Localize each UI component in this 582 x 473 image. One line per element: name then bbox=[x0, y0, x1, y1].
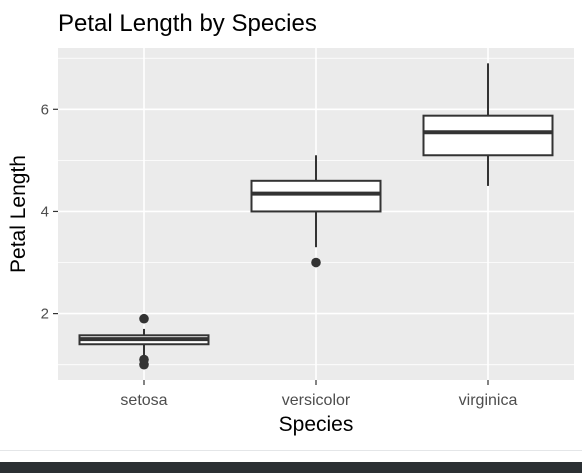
outlier-point bbox=[139, 313, 149, 324]
box-versicolor bbox=[250, 155, 382, 268]
y-tick-label: 2 bbox=[41, 306, 49, 323]
taskbar-strip bbox=[0, 462, 582, 473]
box-setosa bbox=[78, 313, 210, 370]
x-tick-label: virginica bbox=[459, 392, 518, 409]
x-tick-label: versicolor bbox=[282, 392, 351, 409]
x-tick-label: setosa bbox=[120, 392, 167, 409]
y-axis: 2 4 6 bbox=[41, 101, 58, 323]
chart-title: Petal Length by Species bbox=[58, 10, 317, 37]
outlier-point bbox=[311, 257, 321, 268]
window-divider bbox=[0, 450, 582, 451]
plot-area bbox=[58, 48, 574, 380]
outlier-point bbox=[139, 354, 149, 365]
box-layer bbox=[78, 63, 554, 370]
x-axis: setosa versicolor virginica bbox=[120, 380, 517, 409]
box-virginica bbox=[422, 63, 554, 186]
y-axis-label: Petal Length bbox=[7, 155, 30, 273]
box-body bbox=[422, 114, 554, 157]
y-tick-label: 6 bbox=[41, 101, 49, 118]
y-tick-label: 4 bbox=[41, 203, 49, 220]
x-axis-label: Species bbox=[279, 413, 354, 436]
box-body bbox=[250, 179, 382, 213]
